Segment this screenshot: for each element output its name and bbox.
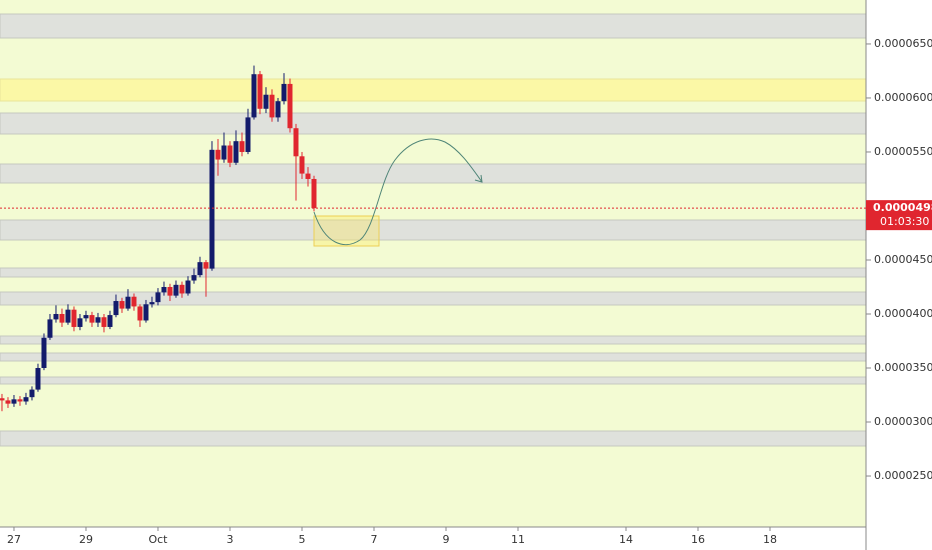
candle-body <box>65 309 71 323</box>
candle-body <box>89 315 95 323</box>
candle-body <box>197 262 203 276</box>
x-tick-label: 14 <box>619 533 633 546</box>
candle-body <box>185 280 191 294</box>
zone <box>0 267 867 278</box>
candle-body <box>269 94 275 118</box>
candle-body <box>11 399 17 404</box>
zone <box>0 163 867 184</box>
candle-body <box>263 94 269 109</box>
candle-body <box>305 173 311 179</box>
candle-body <box>221 145 227 160</box>
candle-body <box>0 398 5 401</box>
zone <box>0 352 867 362</box>
candle-body <box>191 275 197 281</box>
countdown-label: 01:03:30 <box>880 215 929 228</box>
candle-body <box>143 304 149 321</box>
x-tick-label: 11 <box>511 533 525 546</box>
x-tick-label: 18 <box>763 533 777 546</box>
candle-body <box>47 319 53 338</box>
candle-body <box>203 262 209 269</box>
candle-body <box>119 301 125 309</box>
projection-arrowhead <box>474 174 483 183</box>
last-price-label: 0.00004980 <box>873 201 932 214</box>
candle-body <box>161 286 167 293</box>
candle-body <box>29 389 35 398</box>
candle-body <box>251 74 257 118</box>
candle-body <box>233 141 239 163</box>
last-price-box <box>866 200 932 231</box>
candle-body <box>227 145 233 163</box>
x-tick-label: 29 <box>79 533 93 546</box>
candle-body <box>215 149 221 160</box>
x-tick-label: 27 <box>7 533 21 546</box>
zone <box>0 335 867 345</box>
zone-highlight <box>0 78 867 102</box>
candle-body <box>167 286 173 296</box>
candle-body <box>107 315 113 327</box>
candle-body <box>173 284 179 296</box>
x-tick-label: 9 <box>442 533 449 546</box>
candle-body <box>149 302 155 305</box>
candle-body <box>245 117 251 152</box>
candle-body <box>95 317 101 323</box>
candle-body <box>209 149 215 269</box>
candle-body <box>155 292 161 303</box>
x-tick-label: 5 <box>298 533 305 546</box>
candle-body <box>125 296 131 309</box>
candle-body <box>23 397 29 402</box>
x-tick-label: Oct <box>148 533 168 546</box>
zone <box>0 376 867 385</box>
zone <box>0 219 867 241</box>
projection-curve <box>313 138 483 246</box>
x-tick-label: 16 <box>691 533 705 546</box>
x-tick-label: 7 <box>370 533 377 546</box>
candle-body <box>311 178 317 209</box>
candle-body <box>179 284 185 294</box>
candle-body <box>83 315 89 319</box>
candle-body <box>287 83 293 129</box>
candle-body <box>41 337 47 369</box>
candle-body <box>113 301 119 316</box>
candle-body <box>59 313 65 323</box>
candle-body <box>71 309 77 327</box>
candle-body <box>281 83 287 102</box>
zones <box>0 13 867 447</box>
candle-body <box>257 74 263 109</box>
zone <box>0 430 867 447</box>
candle-body <box>53 313 59 320</box>
y-tick-label: 0.00006500 <box>874 37 932 50</box>
candle-body <box>5 400 11 404</box>
candle-body <box>101 317 107 327</box>
candle-body <box>275 101 281 118</box>
target-box <box>313 215 380 247</box>
candle-body <box>239 141 245 152</box>
zone <box>0 112 867 135</box>
candle-body <box>293 128 299 157</box>
candle-body <box>137 306 143 321</box>
candle-body <box>131 296 137 307</box>
candle-body <box>77 318 83 327</box>
candle-body <box>17 399 23 402</box>
candle-body <box>35 368 41 390</box>
candle-body <box>299 156 305 174</box>
zone <box>0 13 867 39</box>
x-tick-label: 3 <box>226 533 233 546</box>
